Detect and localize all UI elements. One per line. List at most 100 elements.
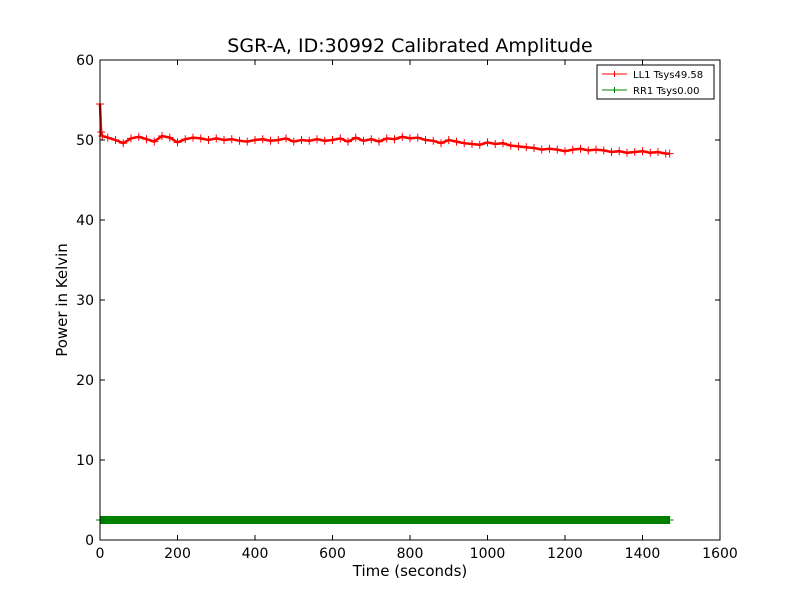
data-point <box>359 136 368 145</box>
series-1 <box>96 100 674 158</box>
data-point <box>530 144 538 152</box>
data-point <box>561 147 569 156</box>
data-point <box>181 135 190 144</box>
data-point <box>584 146 593 155</box>
series-2 <box>96 516 674 524</box>
data-point <box>204 136 213 144</box>
x-tick-label: 1600 <box>702 546 738 562</box>
y-tick-label: 10 <box>76 453 94 469</box>
data-point <box>654 148 662 156</box>
data-point <box>227 135 236 144</box>
data-point <box>406 134 414 143</box>
data-point <box>297 136 306 144</box>
x-axis-label: Time (seconds) <box>352 562 468 580</box>
y-tick-label: 40 <box>76 213 94 229</box>
data-point <box>561 516 569 524</box>
data-point <box>665 516 674 524</box>
data-point <box>460 139 469 148</box>
x-tick-label: 1000 <box>470 546 506 562</box>
data-point <box>421 136 430 144</box>
data-point <box>630 148 639 156</box>
data-point <box>103 133 112 142</box>
y-tick-label: 50 <box>76 133 94 149</box>
x-tick-label: 1200 <box>547 546 583 562</box>
data-point <box>553 145 562 154</box>
data-point <box>475 140 484 149</box>
data-point <box>665 149 674 158</box>
data-point <box>429 136 438 145</box>
legend-item: RR1 Tsys0.00 <box>602 86 700 97</box>
data-point <box>367 135 376 144</box>
data-point <box>413 133 422 142</box>
data-point <box>483 516 492 524</box>
data-point <box>196 134 205 143</box>
data-point <box>336 134 345 143</box>
legend-label: RR1 Tsys0.00 <box>633 86 700 97</box>
data-point <box>282 134 290 143</box>
y-tick-label: 30 <box>76 293 94 309</box>
data-point <box>243 137 252 146</box>
data-point <box>251 516 259 524</box>
data-point <box>375 137 383 146</box>
data-point <box>344 137 352 146</box>
data-point <box>266 136 275 145</box>
data-point <box>545 144 554 153</box>
data-point <box>623 148 631 157</box>
data-point <box>212 134 221 143</box>
data-point <box>382 134 391 143</box>
x-tick-label: 400 <box>242 546 269 562</box>
data-point <box>328 136 337 144</box>
data-point <box>444 136 453 144</box>
axis-ticks: 0 200 400 600 800 1000 1200 1400 1600 0 10 20 30 40 50… <box>76 53 738 562</box>
data-point <box>235 136 244 145</box>
x-tick-label: 1400 <box>625 546 661 562</box>
data-point <box>646 148 655 157</box>
data-point <box>289 137 298 146</box>
data-point <box>165 133 174 142</box>
legend-box <box>596 64 715 100</box>
data-point <box>158 132 166 140</box>
data-point <box>127 134 135 143</box>
legend-item: LL1 Tsys49.58 <box>602 70 703 81</box>
data-point <box>483 138 492 147</box>
data-point <box>592 145 600 154</box>
data-point <box>97 128 106 136</box>
x-tick-label: 600 <box>319 546 346 562</box>
data-point <box>638 147 647 156</box>
data-point <box>491 140 500 148</box>
x-tick-label: 800 <box>397 546 424 562</box>
legend: LL1 Tsys49.58 RR1 Tsys0.00 <box>596 64 715 100</box>
data-point <box>522 143 531 152</box>
data-point <box>313 135 321 144</box>
y-axis-label: Power in Kelvin <box>53 243 71 357</box>
data-point <box>468 140 476 148</box>
data-point <box>119 139 128 148</box>
data-point <box>173 138 182 147</box>
data-point <box>351 133 360 142</box>
data-point <box>514 142 523 151</box>
data-point <box>173 516 182 524</box>
data-point <box>599 146 608 155</box>
data-point <box>320 136 329 145</box>
data-point <box>189 133 197 142</box>
data-point <box>134 132 143 141</box>
data-point <box>576 144 585 153</box>
data-point <box>305 136 314 145</box>
data-point <box>437 139 445 148</box>
data-point <box>328 516 337 524</box>
data-point <box>258 135 267 144</box>
y-tick-label: 60 <box>76 53 94 69</box>
data-point <box>506 141 515 150</box>
data-point <box>615 147 624 156</box>
data-point <box>537 145 546 154</box>
legend-label: LL1 Tsys49.58 <box>633 70 703 81</box>
data-point <box>406 516 414 524</box>
chart-title: SGR-A, ID:30992 Calibrated Amplitude <box>227 35 592 57</box>
data-point <box>638 516 647 524</box>
data-point <box>499 139 507 148</box>
data-point <box>150 137 159 146</box>
data-point <box>452 137 461 146</box>
data-point <box>251 136 259 144</box>
